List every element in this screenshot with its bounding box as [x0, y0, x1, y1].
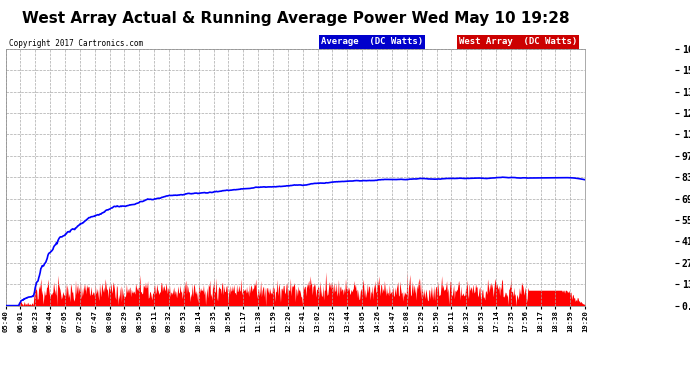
Text: West Array  (DC Watts): West Array (DC Watts)	[459, 38, 577, 46]
Text: Copyright 2017 Cartronics.com: Copyright 2017 Cartronics.com	[9, 39, 143, 48]
Text: Average  (DC Watts): Average (DC Watts)	[321, 38, 423, 46]
Text: West Array Actual & Running Average Power Wed May 10 19:28: West Array Actual & Running Average Powe…	[21, 11, 569, 26]
